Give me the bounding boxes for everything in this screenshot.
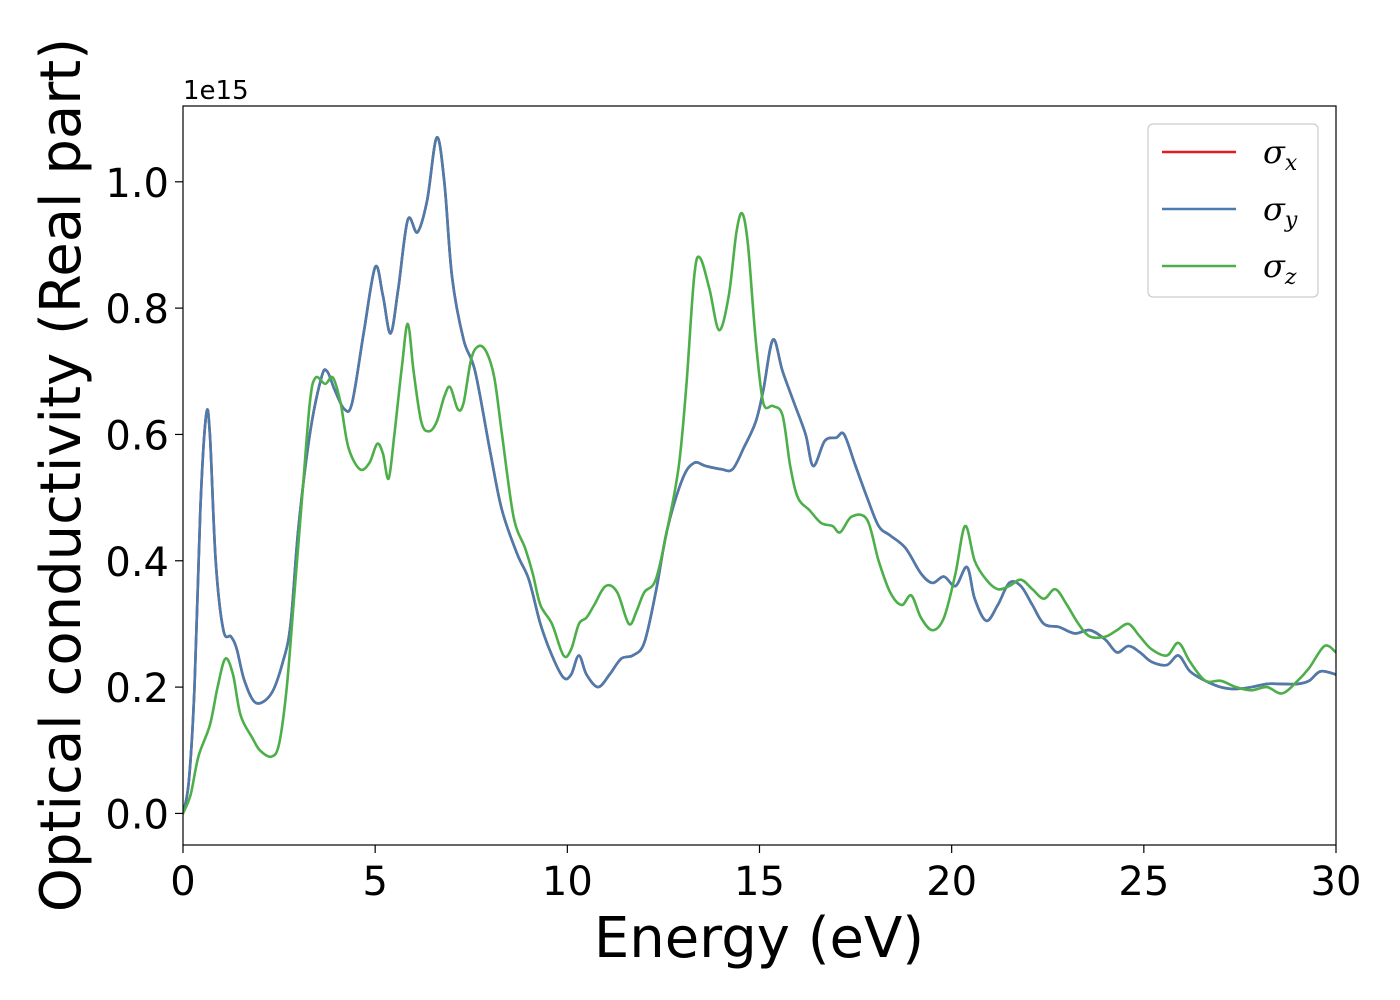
legend-box (1147, 123, 1319, 298)
x-tick-label: 10 (542, 859, 593, 905)
x-tick-label: 5 (362, 859, 387, 905)
legend-label-y: σy (1263, 190, 1298, 233)
y-axis-offset-label: 1e15 (183, 76, 249, 106)
y-tick-label: 0.4 (105, 540, 169, 586)
x-tick-label: 0 (170, 859, 195, 905)
legend-label-z: σz (1263, 247, 1297, 290)
y-tick-label: 1.0 (105, 161, 169, 207)
x-tick-label: 30 (1311, 859, 1362, 905)
legend-label-x: σx (1263, 133, 1298, 176)
x-tick-label: 15 (734, 859, 785, 905)
y-tick-label: 0.8 (105, 287, 169, 333)
x-tick-label: 25 (1118, 859, 1169, 905)
x-axis-label: Energy (eV) (594, 906, 924, 971)
y-tick-label: 0.0 (105, 792, 169, 838)
y-axis-label: Optical conductivity (Real part) (29, 38, 94, 912)
series-line-z (183, 211, 1336, 815)
series-lines (183, 136, 1336, 815)
y-tick-label: 0.2 (105, 666, 169, 712)
x-tick-label: 20 (926, 859, 977, 905)
y-axis-ticks: 0.0 0.2 0.4 0.6 0.8 1.0 (105, 161, 183, 838)
y-tick-label: 0.6 (105, 413, 169, 459)
x-axis-ticks: 0 5 10 15 20 25 30 (170, 845, 1361, 905)
legend: σx σy σz (1147, 123, 1319, 298)
